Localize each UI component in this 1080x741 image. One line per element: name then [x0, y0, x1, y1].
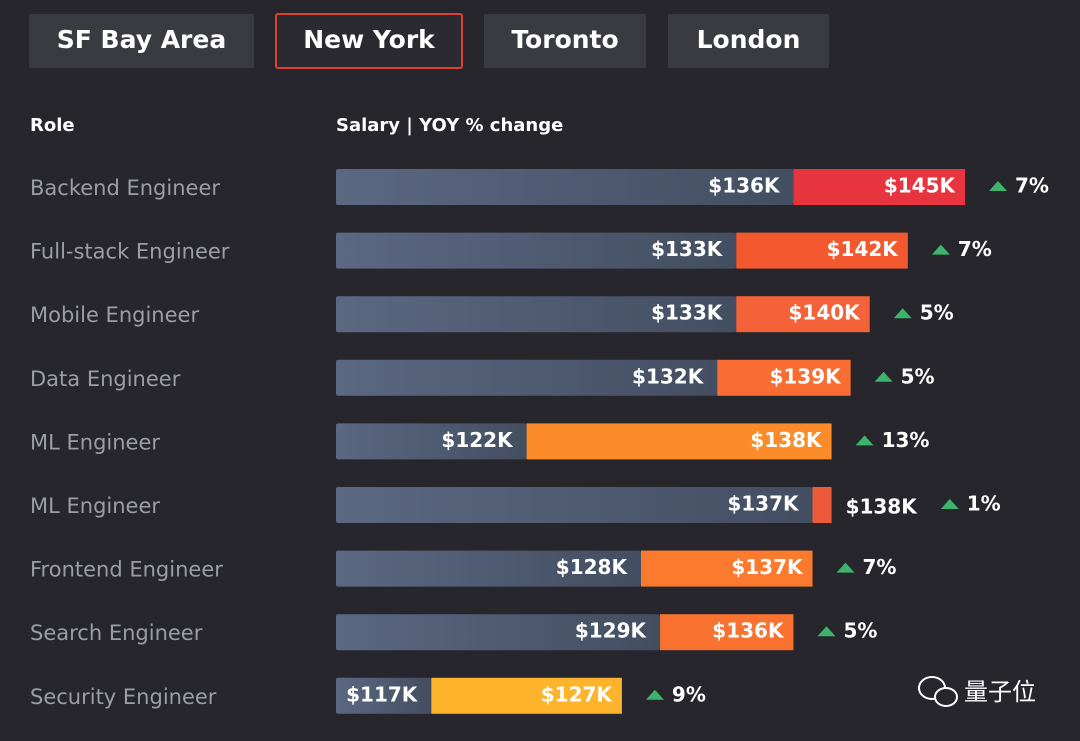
role-header: Role [30, 115, 75, 136]
tab-button[interactable] [668, 14, 829, 68]
tab-label[interactable]: London [697, 25, 801, 54]
change-label: 7% [863, 555, 897, 579]
current-bar [640, 550, 813, 587]
previous-label: $133K [651, 237, 724, 261]
up-arrow [817, 626, 836, 637]
up-arrow [645, 689, 664, 700]
current-bar [431, 677, 622, 714]
role-label: Mobile Engineer [30, 303, 199, 327]
previous-bar [336, 487, 813, 523]
role-label: ML Engineer [30, 494, 160, 518]
up-arrow [836, 562, 855, 573]
current-label: $140K [789, 301, 862, 325]
role-label: ML Engineer [30, 430, 160, 454]
current-label: $142K [827, 237, 900, 261]
current-label: $138K [750, 428, 823, 452]
change-label: 7% [1015, 174, 1049, 198]
role-label: Full-stack Engineer [30, 240, 230, 264]
change-label: 13% [882, 428, 930, 452]
previous-label: $129K [575, 619, 648, 643]
current-bar [793, 169, 965, 205]
current-label: $139K [769, 364, 842, 388]
current-bar [736, 232, 908, 269]
salary-header: Salary | YOY % change [336, 115, 563, 136]
previous-label: $117K [346, 682, 419, 706]
change-label: 5% [843, 619, 877, 643]
previous-bar [336, 232, 737, 269]
previous-bar [336, 169, 794, 205]
up-arrow [874, 371, 893, 382]
role-label: Backend Engineer [30, 176, 220, 200]
watermark: 量子位 [918, 676, 1036, 707]
tab-label[interactable]: New York [303, 25, 436, 54]
change-label: 9% [672, 682, 706, 706]
tab-button[interactable] [275, 13, 463, 69]
current-bar [736, 296, 870, 333]
up-arrow [855, 435, 874, 446]
previous-label: $137K [727, 492, 800, 516]
previous-bar [336, 677, 432, 714]
previous-bar [336, 423, 527, 460]
previous-label: $122K [441, 428, 514, 452]
current-label: $127K [541, 682, 614, 706]
previous-bar [336, 614, 661, 651]
change-label: 5% [901, 364, 935, 388]
tab-label[interactable]: SF Bay Area [57, 25, 226, 54]
current-bar [660, 614, 794, 651]
tab-button[interactable] [484, 14, 646, 68]
role-label: Data Engineer [30, 367, 181, 391]
current-label: $145K [884, 174, 957, 198]
previous-label: $136K [708, 174, 781, 198]
previous-label: $133K [651, 301, 724, 325]
change-label: 5% [920, 301, 954, 325]
previous-bar [336, 359, 718, 396]
up-arrow [940, 499, 959, 509]
role-label: Search Engineer [30, 621, 203, 645]
tab-button[interactable] [29, 14, 254, 68]
change-label: 1% [967, 492, 1001, 516]
tab-label[interactable]: Toronto [511, 25, 618, 54]
change-label: 7% [958, 237, 992, 261]
current-label: $137K [731, 555, 804, 579]
up-arrow [931, 244, 950, 255]
current-bar [812, 487, 832, 523]
role-label: Security Engineer [30, 685, 217, 709]
watermark-text: 量子位 [964, 678, 1036, 706]
previous-label: $128K [556, 555, 629, 579]
up-arrow [893, 308, 912, 319]
previous-bar [336, 550, 641, 587]
current-bar [526, 423, 832, 460]
previous-bar [336, 296, 737, 333]
current-label: $136K [712, 619, 785, 643]
role-label: Frontend Engineer [30, 558, 223, 582]
up-arrow [989, 181, 1007, 191]
current-bar [717, 359, 851, 396]
previous-label: $132K [632, 364, 705, 388]
current-label: $138K [846, 495, 919, 519]
